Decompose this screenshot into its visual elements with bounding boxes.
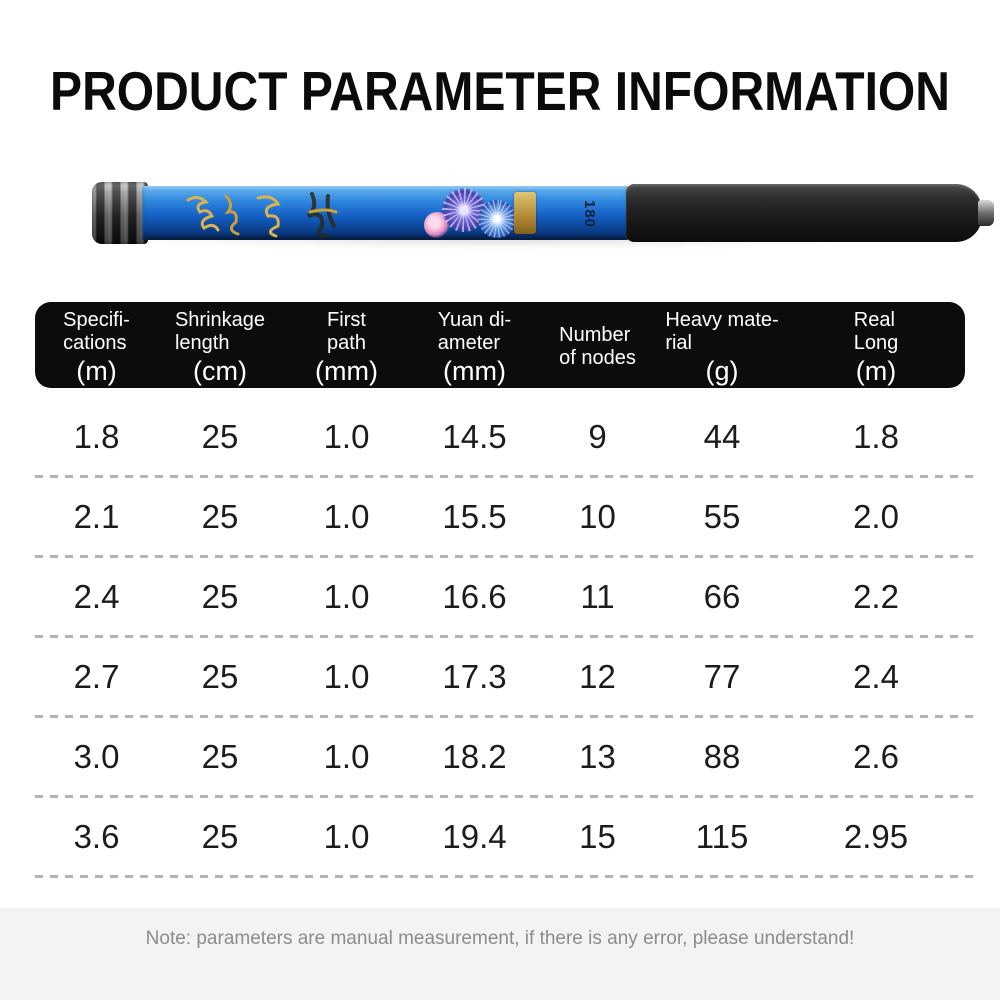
cell-yuan-diameter: 16.6 bbox=[442, 577, 507, 615]
column-header-yuan-diameter: Yuan di-ameter (mm) bbox=[411, 302, 538, 388]
column-unit: (m) bbox=[76, 355, 117, 386]
cell-heavy-material: 55 bbox=[703, 497, 741, 535]
cell-first-path: 1.0 bbox=[323, 737, 370, 775]
cell-number-of-nodes: 10 bbox=[579, 497, 616, 535]
cell-heavy-material: 115 bbox=[695, 817, 749, 855]
cell-first-path: 1.0 bbox=[323, 657, 370, 695]
rod-calligraphy-art bbox=[186, 192, 338, 238]
gold-seal-label bbox=[514, 192, 536, 234]
column-unit: (g) bbox=[705, 355, 739, 386]
cell-yuan-diameter: 17.3 bbox=[442, 657, 507, 695]
table-body: 1.8 25 1.0 14.5 9 44 1.8 2.1 25 1.0 15.5… bbox=[35, 398, 980, 878]
row-divider bbox=[35, 795, 980, 798]
cell-shrinkage-length: 25 bbox=[201, 417, 239, 455]
row-divider bbox=[35, 555, 980, 558]
cell-real-long: 2.2 bbox=[853, 577, 899, 615]
column-label: First path bbox=[327, 308, 366, 354]
page-title: PRODUCT PARAMETER INFORMATION bbox=[50, 61, 950, 123]
cell-first-path: 1.0 bbox=[323, 817, 370, 855]
table-row: 2.4 25 1.0 16.6 11 66 2.2 bbox=[35, 558, 965, 635]
cell-yuan-diameter: 19.4 bbox=[442, 817, 507, 855]
column-header-first-path: First path (mm) bbox=[282, 302, 411, 388]
cell-number-of-nodes: 15 bbox=[579, 817, 616, 855]
cell-shrinkage-length: 25 bbox=[201, 577, 239, 615]
cell-heavy-material: 66 bbox=[703, 577, 741, 615]
cell-yuan-diameter: 14.5 bbox=[442, 417, 507, 455]
row-divider bbox=[35, 875, 980, 878]
cell-number-of-nodes: 12 bbox=[579, 657, 616, 695]
table-row: 1.8 25 1.0 14.5 9 44 1.8 bbox=[35, 398, 965, 475]
cell-shrinkage-length: 25 bbox=[201, 737, 239, 775]
cell-specifications: 2.7 bbox=[73, 657, 120, 695]
cell-heavy-material: 88 bbox=[703, 737, 741, 775]
row-divider bbox=[35, 635, 980, 638]
cell-specifications: 1.8 bbox=[73, 417, 120, 455]
cell-specifications: 3.6 bbox=[73, 817, 120, 855]
cell-first-path: 1.0 bbox=[323, 417, 370, 455]
rod-foam-grip bbox=[626, 184, 982, 242]
column-header-real-long: Real Long (m) bbox=[787, 302, 965, 388]
column-unit: (cm) bbox=[193, 355, 247, 386]
cell-shrinkage-length: 25 bbox=[201, 497, 239, 535]
cell-first-path: 1.0 bbox=[323, 497, 370, 535]
parameter-table: Specifi-cations (m) Shrinkage length (cm)… bbox=[35, 302, 980, 878]
table-row: 2.7 25 1.0 17.3 12 77 2.4 bbox=[35, 638, 965, 715]
cell-specifications: 2.4 bbox=[73, 577, 120, 615]
column-label: Real Long bbox=[853, 308, 899, 354]
rod-blue-body: 180 bbox=[142, 186, 628, 240]
column-unit: (m) bbox=[855, 355, 897, 386]
column-label: Specifi-cations bbox=[63, 308, 130, 354]
cell-real-long: 2.4 bbox=[853, 657, 899, 695]
cell-number-of-nodes: 9 bbox=[588, 417, 607, 455]
cell-specifications: 2.1 bbox=[73, 497, 120, 535]
cell-real-long: 2.6 bbox=[853, 737, 899, 775]
column-label: Shrinkage length bbox=[174, 308, 266, 354]
column-header-heavy-material: Heavy mate-rial (g) bbox=[657, 302, 787, 388]
rod-butt-cap bbox=[92, 182, 148, 244]
column-unit: (mm) bbox=[443, 355, 506, 386]
rod-tail-cap bbox=[978, 200, 994, 226]
cell-shrinkage-length: 25 bbox=[201, 657, 239, 695]
row-divider bbox=[35, 715, 980, 718]
cell-real-long: 1.8 bbox=[853, 417, 899, 455]
note-band bbox=[0, 908, 1000, 1000]
column-header-shrinkage-length: Shrinkage length (cm) bbox=[158, 302, 282, 388]
table-row: 3.6 25 1.0 19.4 15 115 2.95 bbox=[35, 798, 965, 875]
flower-blue-icon bbox=[478, 200, 516, 238]
cell-heavy-material: 77 bbox=[703, 657, 741, 695]
cell-heavy-material: 44 bbox=[703, 417, 741, 455]
disclaimer-note: Note: parameters are manual measurement,… bbox=[145, 928, 855, 949]
column-unit: (mm) bbox=[315, 355, 378, 386]
cell-shrinkage-length: 25 bbox=[201, 817, 239, 855]
table-row: 3.0 25 1.0 18.2 13 88 2.6 bbox=[35, 718, 965, 795]
cell-real-long: 2.0 bbox=[853, 497, 899, 535]
cell-yuan-diameter: 15.5 bbox=[442, 497, 507, 535]
table-header: Specifi-cations (m) Shrinkage length (cm)… bbox=[35, 302, 965, 388]
column-label: Number of nodes bbox=[559, 323, 636, 369]
cell-specifications: 3.0 bbox=[73, 737, 120, 775]
cell-number-of-nodes: 13 bbox=[579, 737, 616, 775]
cell-first-path: 1.0 bbox=[323, 577, 370, 615]
table-row: 2.1 25 1.0 15.5 10 55 2.0 bbox=[35, 478, 965, 555]
fishing-rod-image: 180 bbox=[90, 178, 994, 250]
row-divider bbox=[35, 475, 980, 478]
column-label: Yuan di-ameter bbox=[437, 308, 512, 354]
column-label: Heavy mate-rial bbox=[665, 308, 779, 354]
column-header-number-of-nodes: Number of nodes bbox=[538, 302, 657, 388]
rod-size-label: 180 bbox=[581, 200, 598, 229]
column-header-specifications: Specifi-cations (m) bbox=[35, 302, 158, 388]
cell-yuan-diameter: 18.2 bbox=[442, 737, 507, 775]
cell-real-long: 2.95 bbox=[843, 817, 909, 855]
cell-number-of-nodes: 11 bbox=[580, 577, 615, 615]
